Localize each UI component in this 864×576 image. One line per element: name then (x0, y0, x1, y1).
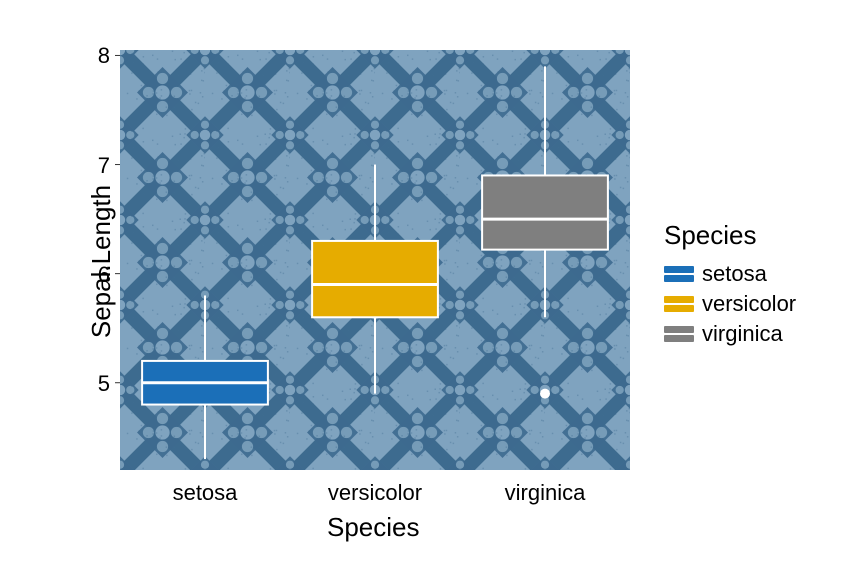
y-tick-label: 8 (98, 43, 110, 69)
legend-items: setosa versicolor virginica (664, 261, 796, 347)
x-tick-label: versicolor (320, 480, 430, 506)
y-tick-label: 5 (98, 371, 110, 397)
legend: Species setosa versicolor virginica (664, 220, 796, 351)
legend-swatch (664, 293, 694, 315)
legend-item-versicolor: versicolor (664, 291, 796, 317)
legend-title: Species (664, 220, 796, 251)
legend-swatch (664, 263, 694, 285)
y-tick-label: 7 (98, 153, 110, 179)
outlier-point (540, 389, 550, 399)
x-tick-label: virginica (490, 480, 600, 506)
legend-label: virginica (702, 321, 783, 347)
legend-swatch (664, 323, 694, 345)
legend-label: setosa (702, 261, 767, 287)
legend-item-setosa: setosa (664, 261, 796, 287)
chart-container: Sepal.Length Species 5678setosaversicolo… (0, 20, 796, 550)
x-tick-label: setosa (150, 480, 260, 506)
legend-item-virginica: virginica (664, 321, 796, 347)
y-tick-label: 6 (98, 262, 110, 288)
boxplot-svg (0, 20, 640, 550)
plot-wrapper: Sepal.Length Species 5678setosaversicolo… (0, 20, 640, 550)
legend-label: versicolor (702, 291, 796, 317)
